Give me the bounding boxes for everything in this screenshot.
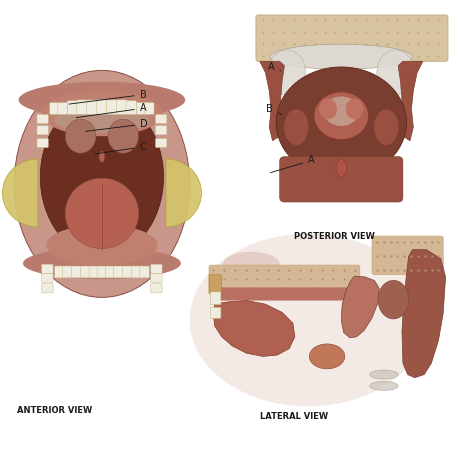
Text: A: A (268, 62, 281, 72)
FancyBboxPatch shape (81, 266, 90, 278)
Text: A: A (271, 155, 315, 173)
Ellipse shape (370, 381, 398, 390)
FancyBboxPatch shape (155, 138, 167, 148)
FancyBboxPatch shape (140, 266, 149, 278)
FancyBboxPatch shape (155, 114, 167, 123)
FancyBboxPatch shape (210, 307, 221, 318)
Ellipse shape (336, 159, 346, 177)
FancyBboxPatch shape (123, 266, 132, 278)
FancyBboxPatch shape (58, 103, 67, 114)
Ellipse shape (55, 108, 149, 133)
FancyBboxPatch shape (55, 266, 64, 278)
Ellipse shape (284, 109, 309, 145)
FancyBboxPatch shape (37, 114, 48, 123)
FancyBboxPatch shape (280, 157, 403, 202)
Text: A: A (76, 103, 146, 118)
PathPatch shape (398, 61, 423, 141)
Ellipse shape (346, 99, 364, 119)
FancyBboxPatch shape (145, 103, 154, 114)
Ellipse shape (65, 119, 96, 153)
Ellipse shape (276, 67, 406, 178)
Ellipse shape (223, 252, 280, 276)
FancyBboxPatch shape (42, 264, 53, 273)
FancyBboxPatch shape (114, 266, 123, 278)
Text: B: B (266, 104, 282, 114)
FancyBboxPatch shape (209, 275, 221, 294)
FancyBboxPatch shape (67, 101, 78, 114)
PathPatch shape (341, 276, 379, 338)
FancyBboxPatch shape (372, 236, 443, 275)
Text: C: C (95, 142, 146, 154)
Ellipse shape (18, 82, 185, 118)
FancyBboxPatch shape (77, 100, 87, 114)
FancyBboxPatch shape (42, 284, 53, 293)
FancyBboxPatch shape (117, 100, 127, 114)
FancyBboxPatch shape (211, 287, 360, 301)
FancyBboxPatch shape (107, 100, 117, 114)
Ellipse shape (23, 247, 181, 279)
Text: POSTERIOR VIEW: POSTERIOR VIEW (294, 232, 374, 241)
FancyBboxPatch shape (256, 15, 448, 61)
Ellipse shape (270, 44, 412, 69)
Ellipse shape (319, 99, 337, 119)
FancyBboxPatch shape (87, 100, 97, 114)
Ellipse shape (65, 178, 138, 248)
PathPatch shape (260, 61, 284, 141)
Text: D: D (86, 119, 147, 131)
Ellipse shape (99, 151, 105, 162)
FancyBboxPatch shape (37, 138, 48, 148)
Ellipse shape (268, 50, 306, 95)
FancyBboxPatch shape (126, 101, 137, 114)
Ellipse shape (314, 92, 368, 139)
Text: B: B (69, 89, 146, 104)
FancyBboxPatch shape (151, 264, 162, 273)
FancyBboxPatch shape (137, 103, 146, 114)
FancyBboxPatch shape (151, 273, 162, 282)
FancyBboxPatch shape (151, 284, 162, 293)
Wedge shape (2, 159, 38, 227)
FancyBboxPatch shape (97, 100, 107, 114)
Ellipse shape (377, 50, 415, 95)
Ellipse shape (374, 109, 399, 145)
Ellipse shape (108, 119, 138, 153)
Ellipse shape (14, 70, 190, 297)
Wedge shape (166, 159, 201, 227)
Ellipse shape (370, 370, 398, 379)
FancyBboxPatch shape (97, 266, 107, 278)
Ellipse shape (40, 98, 164, 257)
PathPatch shape (213, 301, 295, 356)
Ellipse shape (46, 225, 157, 266)
FancyBboxPatch shape (42, 273, 53, 282)
PathPatch shape (402, 250, 446, 378)
Text: LATERAL VIEW: LATERAL VIEW (260, 412, 328, 421)
Ellipse shape (323, 97, 359, 126)
FancyBboxPatch shape (105, 266, 115, 278)
FancyBboxPatch shape (155, 126, 167, 135)
Text: ANTERIOR VIEW: ANTERIOR VIEW (17, 406, 92, 415)
FancyBboxPatch shape (89, 266, 99, 278)
FancyBboxPatch shape (209, 265, 360, 292)
FancyBboxPatch shape (63, 266, 72, 278)
FancyBboxPatch shape (50, 103, 59, 114)
FancyBboxPatch shape (72, 266, 81, 278)
FancyBboxPatch shape (210, 292, 221, 305)
Ellipse shape (190, 234, 427, 406)
FancyBboxPatch shape (132, 266, 141, 278)
Ellipse shape (41, 91, 162, 136)
FancyBboxPatch shape (37, 126, 48, 135)
Ellipse shape (378, 280, 409, 319)
Ellipse shape (309, 344, 345, 369)
